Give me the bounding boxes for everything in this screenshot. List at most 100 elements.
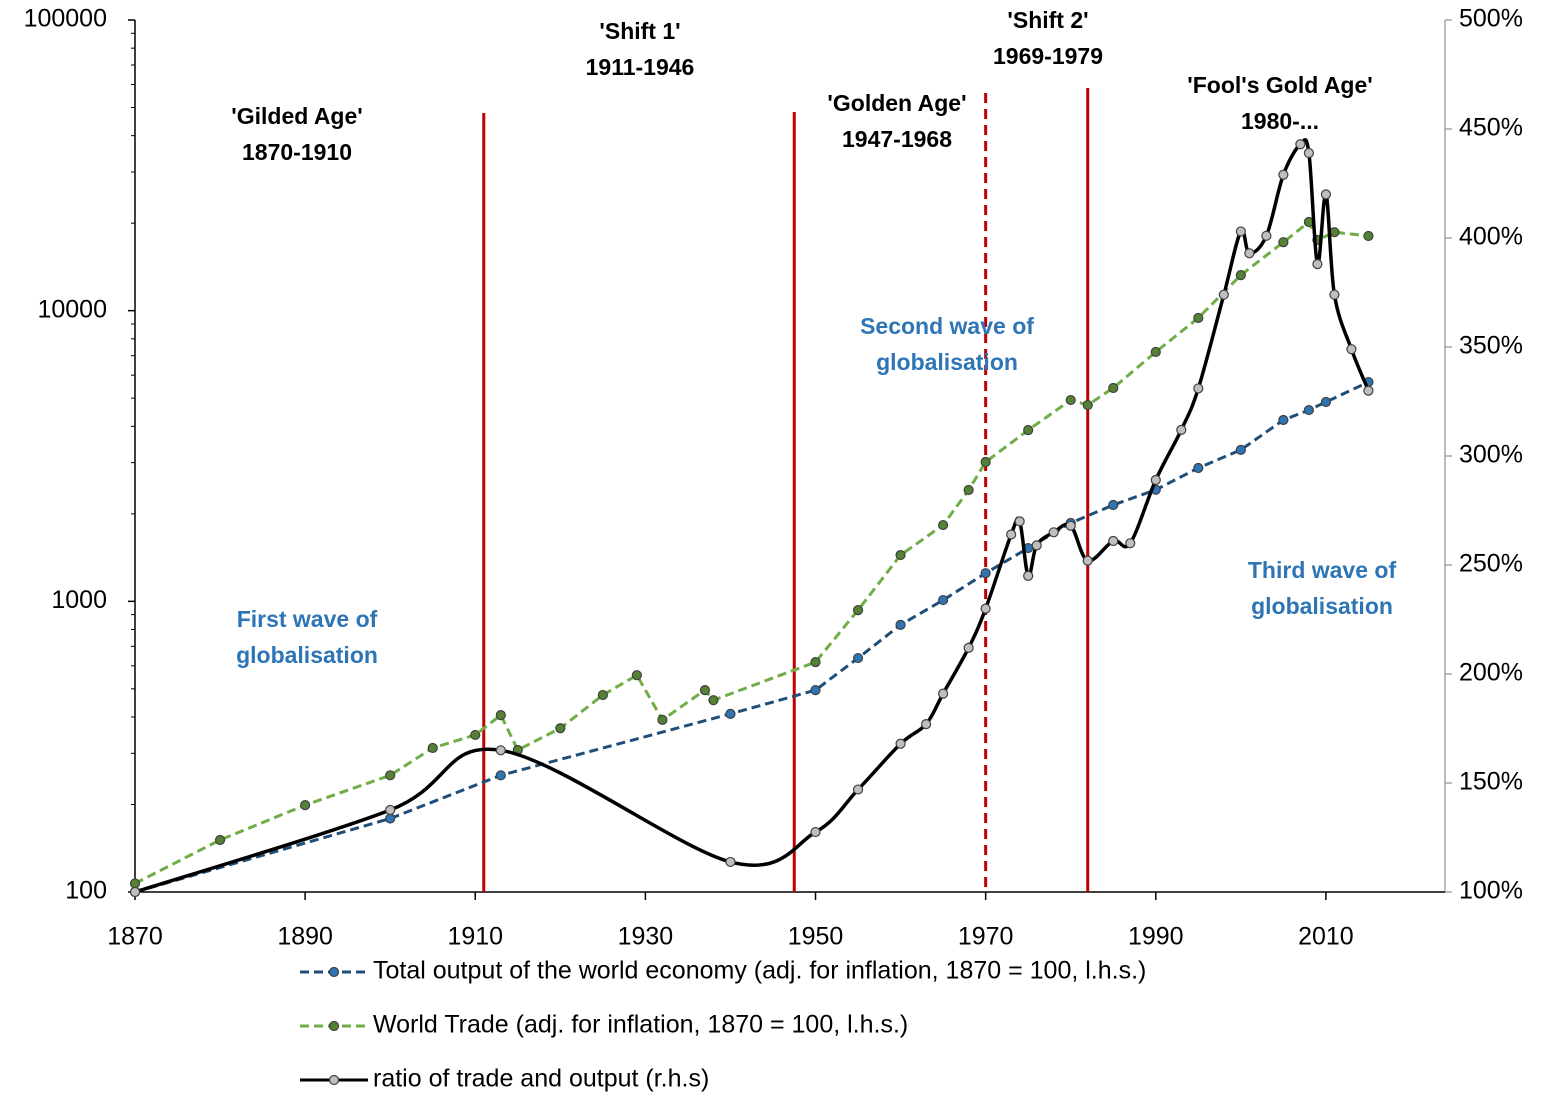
y2-tick-label: 100% <box>1459 877 1523 905</box>
annotation: First wave of <box>237 606 378 632</box>
annotation: 1969-1979 <box>993 43 1103 69</box>
y2-tick-label: 500% <box>1459 5 1523 33</box>
series-marker <box>1023 570 1034 582</box>
series-marker <box>1014 516 1025 527</box>
x-tick-label: 2010 <box>1298 923 1354 951</box>
series-marker <box>1065 520 1076 531</box>
series-marker <box>1150 346 1161 358</box>
series-marker <box>938 688 949 699</box>
series-marker <box>852 652 864 664</box>
annotation: 1980-... <box>1241 108 1319 134</box>
series-marker <box>631 670 642 681</box>
series-marker <box>1048 527 1059 538</box>
series-marker <box>385 813 396 824</box>
series-marker <box>1065 394 1076 406</box>
y-tick-label: 100000 <box>24 5 107 33</box>
series-marker <box>852 604 864 616</box>
annotation: 'Golden Age' <box>827 90 966 116</box>
series-marker <box>1295 139 1306 150</box>
series-marker <box>1108 382 1119 394</box>
series-marker <box>963 484 974 496</box>
annotation: 1911-1946 <box>586 54 695 80</box>
x-tick-label: 1990 <box>1128 923 1184 951</box>
series-marker <box>1303 147 1314 159</box>
series-marker <box>300 800 311 811</box>
series-marker <box>1235 226 1246 237</box>
series-marker <box>1363 385 1374 396</box>
annotation: Third wave of <box>1248 557 1397 583</box>
series-marker <box>470 729 481 741</box>
series-marker <box>1125 538 1136 549</box>
series-marker <box>895 738 906 749</box>
series-marker <box>1303 404 1314 416</box>
series-marker <box>385 770 396 781</box>
legend-marker <box>328 1074 340 1086</box>
y2-tick-label: 450% <box>1459 114 1523 142</box>
series-marker <box>1082 555 1093 566</box>
legend-label: Total output of the world economy (adj. … <box>373 957 1146 985</box>
annotation: 'Shift 1' <box>599 18 680 44</box>
legend-marker <box>328 966 340 978</box>
series-marker <box>1278 414 1289 426</box>
series-marker <box>1108 535 1119 547</box>
annotation: 1947-1968 <box>842 126 952 152</box>
series-marker <box>1031 540 1042 551</box>
series-marker <box>427 742 438 754</box>
series-marker <box>1278 169 1289 180</box>
series-marker <box>1320 189 1332 200</box>
y-tick-label: 100 <box>65 877 107 905</box>
series-marker <box>214 834 226 846</box>
legend-label: ratio of trade and output (r.h.s) <box>373 1065 709 1093</box>
series-marker <box>1082 399 1093 411</box>
series-marker <box>1006 529 1017 540</box>
series-marker <box>810 656 821 668</box>
series-marker <box>555 723 566 734</box>
series-marker <box>1261 230 1272 241</box>
series-marker <box>852 784 864 795</box>
series-marker <box>1023 424 1034 436</box>
x-tick-label: 1890 <box>277 923 333 951</box>
x-tick-label: 1970 <box>958 923 1014 951</box>
series-marker <box>810 826 821 838</box>
series-marker <box>980 603 991 614</box>
series-marker <box>980 456 991 468</box>
series-marker <box>1218 289 1229 300</box>
x-tick-label: 1870 <box>107 923 163 951</box>
series-marker <box>1320 396 1332 408</box>
series-marker <box>895 619 906 630</box>
annotation: globalisation <box>1251 593 1393 619</box>
y2-tick-label: 250% <box>1459 550 1523 578</box>
series-marker <box>1235 270 1246 281</box>
series-marker <box>1150 474 1161 486</box>
y2-tick-label: 350% <box>1459 332 1523 360</box>
series-marker <box>129 878 141 889</box>
series-marker <box>725 856 736 868</box>
series-marker <box>495 745 506 756</box>
series-marker <box>1363 230 1374 242</box>
series-marker <box>980 568 991 579</box>
x-tick-label: 1930 <box>618 923 674 951</box>
x-tick-label: 1910 <box>447 923 503 951</box>
series-line <box>134 380 1370 894</box>
legend-marker <box>328 1020 340 1032</box>
y-tick-label: 1000 <box>51 586 107 614</box>
annotation: globalisation <box>876 349 1018 375</box>
y2-tick-label: 400% <box>1459 223 1523 251</box>
series-marker <box>938 519 949 531</box>
annotation: 'Shift 2' <box>1007 7 1088 33</box>
series-line <box>134 138 1371 894</box>
annotation: globalisation <box>236 642 378 668</box>
annotation: 'Fool's Gold Age' <box>1187 72 1373 98</box>
y-tick-label: 10000 <box>37 295 107 323</box>
series-marker <box>597 689 608 701</box>
y2-tick-label: 300% <box>1459 441 1523 469</box>
series-marker <box>708 695 719 706</box>
series-marker <box>1193 383 1204 394</box>
series-marker <box>895 549 906 561</box>
series-marker <box>495 770 506 781</box>
series-marker <box>1244 248 1255 259</box>
series-marker <box>495 710 506 721</box>
series-marker <box>725 708 736 719</box>
